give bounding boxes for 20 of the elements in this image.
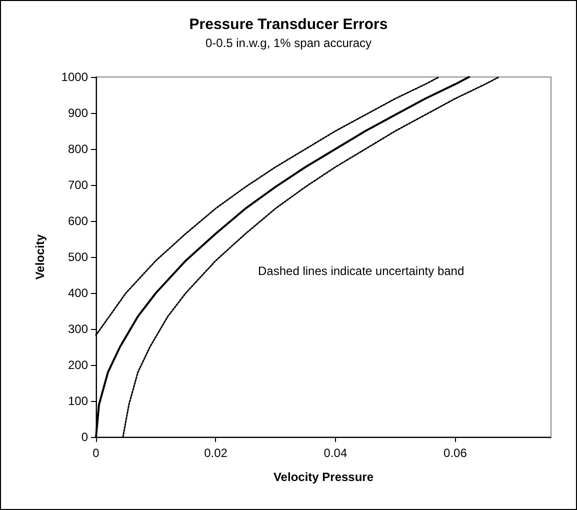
x-tick-label: 0.04 — [324, 446, 348, 460]
x-tick-label: 0.02 — [204, 446, 228, 460]
chart-title: Pressure Transducer Errors — [189, 16, 388, 33]
y-tick-label: 800 — [68, 142, 88, 156]
y-tick-label: 0 — [81, 430, 88, 444]
y-axis-title: Velocity — [33, 234, 47, 280]
x-axis-title: Velocity Pressure — [273, 470, 374, 484]
y-tick-label: 700 — [68, 178, 88, 192]
y-tick-label: 300 — [68, 322, 88, 336]
y-tick-label: 500 — [68, 250, 88, 264]
y-tick-label: 1000 — [61, 70, 88, 84]
y-tick-label: 900 — [68, 106, 88, 120]
annotation: Dashed lines indicate uncertainty band — [258, 264, 464, 278]
x-tick-label: 0.06 — [444, 446, 468, 460]
y-tick-label: 400 — [68, 286, 88, 300]
y-tick-label: 600 — [68, 214, 88, 228]
y-tick-label: 100 — [68, 394, 88, 408]
y-tick-label: 200 — [68, 358, 88, 372]
x-tick-label: 0 — [92, 446, 100, 460]
chart-subtitle: 0-0.5 in.w.g, 1% span accuracy — [205, 36, 372, 50]
